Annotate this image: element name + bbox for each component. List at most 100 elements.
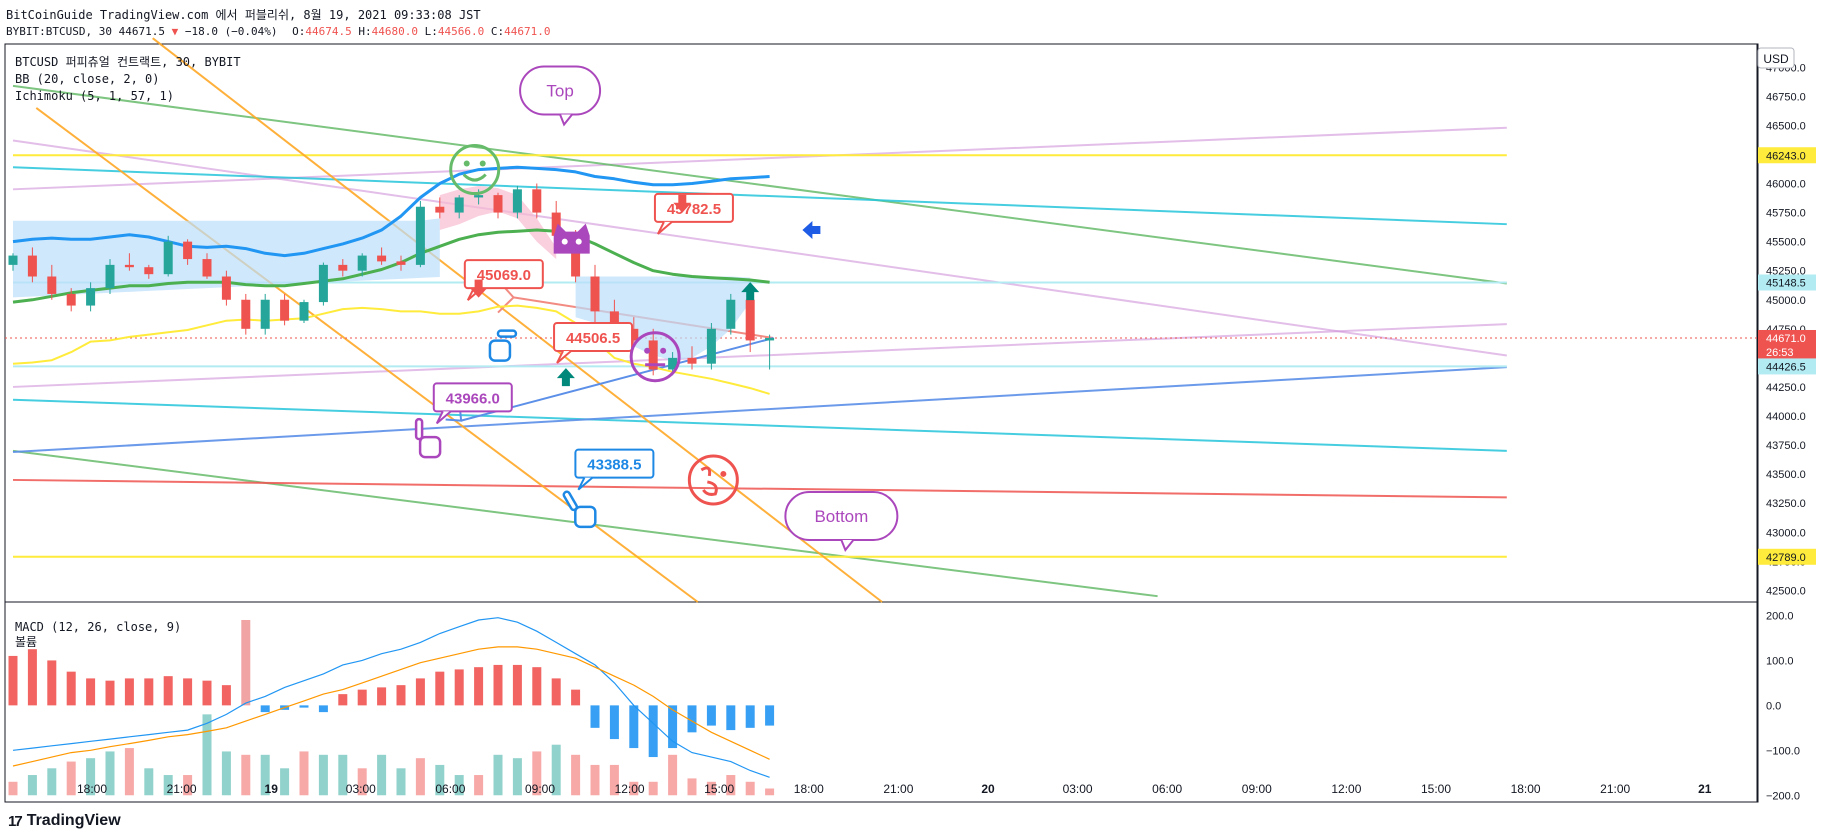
volume-bar — [415, 758, 425, 796]
macd-histogram-bar — [415, 678, 425, 706]
macd-histogram-bar — [648, 705, 658, 758]
price-label-text: 46243.0 — [1766, 150, 1806, 162]
face-brow — [700, 466, 712, 477]
candle — [357, 253, 367, 277]
volume-bar — [47, 768, 57, 796]
point-up-hand-icon[interactable] — [562, 490, 597, 529]
candle-body — [435, 206, 445, 213]
candle — [493, 192, 503, 219]
point-left-hand-icon[interactable] — [488, 329, 518, 362]
volume-bar — [668, 754, 678, 796]
trend-line-3[interactable] — [12, 323, 1507, 388]
candle — [706, 323, 716, 370]
candle — [66, 288, 76, 312]
price-axis-tick: 43250.0 — [1766, 498, 1806, 510]
candle — [105, 259, 115, 294]
volume-bar — [765, 788, 775, 796]
tradingview-logo[interactable]: 17 TradingView — [8, 812, 121, 830]
macd-histogram-bar — [66, 671, 76, 706]
trend-line-4[interactable] — [12, 84, 1507, 285]
arrow-up-icon[interactable] — [741, 282, 760, 301]
point-down-hand-icon[interactable] — [414, 417, 442, 459]
currency-badge[interactable]: USD — [1757, 47, 1795, 69]
candle-body — [609, 311, 619, 329]
volume-bar — [260, 754, 270, 796]
candle-body — [202, 259, 212, 277]
candle — [454, 195, 464, 219]
face-eye — [644, 347, 651, 354]
candle — [241, 293, 251, 335]
price-chart[interactable]: Top 45782.5 45069.0 44506.5 43966.0 43388.5 Bo… — [0, 0, 1828, 810]
macd-histogram-bar — [571, 689, 581, 706]
legend-ichimoku: Ichimoku (5, 1, 57, 1) — [15, 89, 174, 103]
price-change: −18.0 (−0.04%) — [184, 25, 278, 38]
annotations: Top 45782.5 45069.0 44506.5 43966.0 43388.5 Bo… — [414, 65, 899, 552]
candle-body — [493, 195, 503, 213]
price-label-yellow: 42789.0 — [1758, 548, 1816, 565]
callout-box — [574, 448, 655, 479]
macd-line — [12, 617, 770, 778]
volume-bar — [221, 751, 231, 796]
macd-histogram-bar — [202, 680, 212, 706]
happy-face-icon[interactable] — [449, 144, 501, 196]
neutral-face-icon[interactable] — [629, 331, 681, 383]
candle-body — [47, 276, 57, 294]
macd-histogram-bar — [299, 705, 309, 708]
trend-line-9[interactable] — [12, 478, 1507, 499]
macd-histogram-bar — [435, 671, 445, 706]
symbol-label: BYBIT:BTCUSD, 30 — [6, 25, 112, 38]
dizzy-face-icon[interactable] — [687, 454, 739, 506]
volume-bar — [532, 751, 542, 796]
candle — [415, 200, 425, 268]
arrow-down-icon[interactable] — [673, 194, 692, 213]
macd-indicator — [8, 617, 775, 796]
candle — [299, 299, 309, 323]
legend-title: BTCUSD 퍼피츄얼 컨트랙트, 30, BYBIT — [15, 55, 241, 69]
arrow-left-icon[interactable] — [802, 221, 821, 239]
trend-line-15[interactable] — [152, 37, 883, 603]
candle — [144, 264, 154, 279]
candle-body — [163, 241, 173, 275]
price-label-countdown: 26:53 — [1766, 347, 1794, 359]
tradingview-brand: TradingView — [26, 812, 121, 829]
candle-body — [474, 195, 484, 198]
volume-bar — [66, 761, 76, 796]
callout-45782-5[interactable]: 45782.5 — [653, 192, 734, 235]
trend-line-7[interactable] — [12, 398, 1507, 452]
time-axis-tick: 21 — [1698, 782, 1712, 796]
candle-body — [512, 189, 522, 213]
hand-palm — [574, 505, 597, 529]
arrow-up-icon[interactable] — [556, 368, 575, 387]
projection-down-line[interactable] — [460, 337, 774, 422]
candle-body — [260, 299, 270, 329]
callout-top[interactable]: Top — [519, 65, 602, 127]
callout-43388-5[interactable]: 43388.5 — [574, 448, 655, 491]
arrow-down-icon[interactable] — [469, 279, 488, 298]
trend-line-8[interactable] — [12, 366, 1507, 454]
time-axis-tick: 06:00 — [435, 782, 465, 796]
time-axis-tick: 09:00 — [525, 782, 555, 796]
time-axis-tick: 12:00 — [1331, 782, 1361, 796]
time-axis-tick: 03:00 — [1063, 782, 1093, 796]
candle-body — [86, 288, 96, 306]
callout-44506-5[interactable]: 44506.5 — [553, 321, 634, 364]
cat-face-icon[interactable] — [553, 223, 590, 254]
cat-eye — [575, 238, 582, 245]
trend-line-1[interactable] — [12, 126, 1507, 191]
candle-body — [396, 261, 406, 265]
macd-signal-line — [12, 646, 770, 767]
candle-body — [571, 235, 581, 277]
price-label-bg — [1758, 329, 1816, 360]
time-axis-tick: 19 — [265, 782, 279, 796]
macd-axis-tick: 100.0 — [1766, 655, 1794, 667]
candle — [318, 262, 328, 306]
volume-bar — [726, 775, 736, 796]
trend-line-6[interactable] — [12, 166, 1507, 226]
macd-histogram-bar — [377, 687, 387, 706]
callout-43966-0[interactable]: 43966.0 — [432, 382, 513, 425]
candle-body — [629, 328, 639, 341]
candle — [765, 334, 775, 370]
face-eye — [479, 160, 486, 167]
time-axis-tick: 18:00 — [77, 782, 107, 796]
callout-bottom[interactable]: Bottom — [784, 490, 899, 552]
